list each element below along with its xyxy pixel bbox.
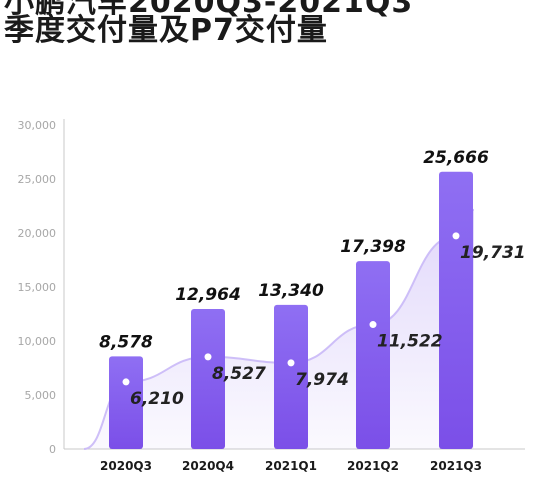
- x-tick-label: 2021Q3: [430, 459, 482, 473]
- bar: [274, 304, 308, 449]
- point-value-label: 8,527: [212, 364, 266, 384]
- series-point: [122, 378, 130, 386]
- series-point: [452, 232, 460, 240]
- y-tick-label: 0: [49, 443, 56, 456]
- y-tick-label: 10,000: [18, 335, 57, 348]
- bar-value-label: 13,340: [258, 281, 324, 301]
- series-point: [369, 321, 377, 329]
- bar-value-label: 8,578: [99, 332, 153, 352]
- y-tick-label: 5,000: [25, 389, 57, 402]
- bar-value-label: 12,964: [175, 285, 241, 305]
- y-tick-label: 30,000: [18, 119, 57, 132]
- x-tick-label: 2020Q3: [100, 459, 152, 473]
- point-value-label: 6,210: [130, 389, 184, 409]
- y-tick-label: 15,000: [18, 281, 57, 294]
- bar: [439, 171, 473, 450]
- y-tick-label: 20,000: [18, 227, 57, 240]
- x-tick-label: 2021Q2: [347, 459, 399, 473]
- point-value-label: 7,974: [295, 370, 349, 390]
- bar: [356, 261, 390, 449]
- bar-value-label: 25,666: [423, 148, 489, 168]
- x-tick-label: 2020Q4: [182, 459, 234, 473]
- bar: [109, 356, 143, 449]
- bar-value-label: 17,398: [340, 237, 406, 257]
- point-value-label: 11,522: [377, 332, 443, 352]
- chart-title-line2: 季度交付量及P7交付量: [4, 13, 328, 48]
- point-value-label: 19,731: [460, 243, 526, 263]
- x-tick-label: 2021Q1: [265, 459, 317, 473]
- series-point: [204, 353, 212, 361]
- y-tick-label: 25,000: [18, 173, 57, 186]
- bar: [191, 308, 225, 449]
- series-point: [287, 359, 295, 367]
- chart-title: 小鹏汽车2020Q3-2021Q3 季度交付量及P7交付量: [4, 0, 413, 50]
